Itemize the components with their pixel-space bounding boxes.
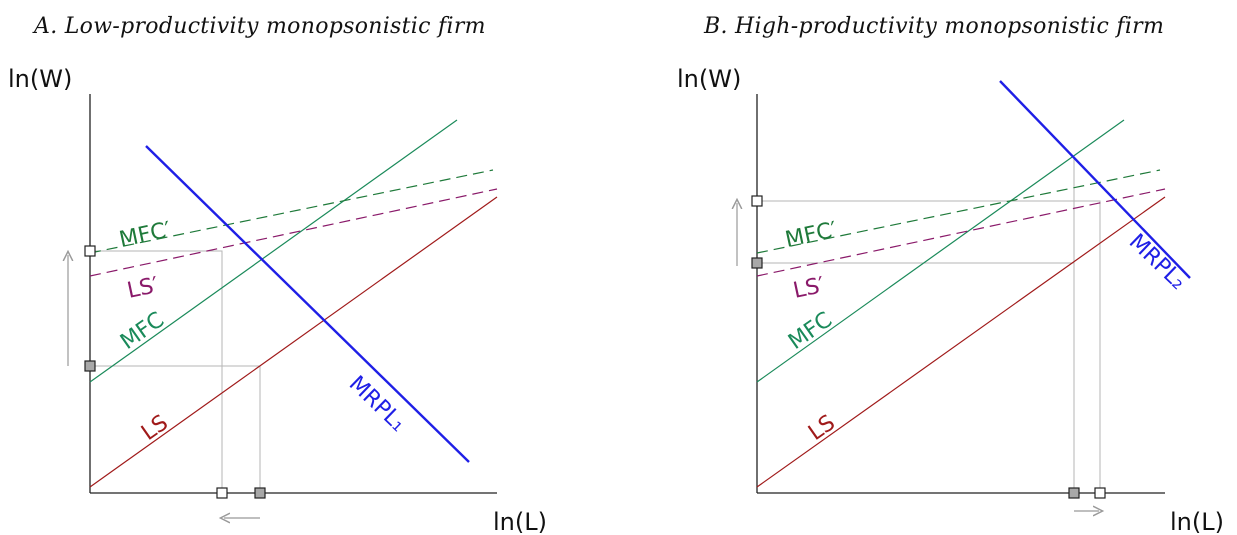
panel-b-ls-label: LS [804, 410, 840, 446]
panel-b-wage-marker-new [751, 195, 763, 207]
panel-b-guide-prime [757, 200, 1101, 493]
panel-b-mfc-curve [756, 119, 1125, 383]
panel-b-ls-prime-curve [756, 188, 1166, 277]
panel-a-y-axis-label: ln(W) [8, 65, 72, 93]
panel-a-title: A. Low-productivity monopsonistic firm [34, 14, 486, 39]
panel-b-title: B. High-productivity monopsonistic firm [704, 14, 1165, 39]
panel-a-ls-curve [89, 196, 498, 488]
panel-a-mfc-curve [89, 119, 458, 383]
panel-a-emp-marker-old [254, 487, 266, 499]
panel-a-wage-marker-new [84, 245, 96, 257]
panel-a-guide-prime [90, 250, 223, 493]
panel-a-ls-prime-label: LS′ [125, 273, 161, 304]
panel-a-mrpl-curve [145, 145, 470, 463]
panel-a-ls-prime-curve [89, 188, 498, 277]
panel-a-mrpl-label: MRPL₁ [344, 371, 411, 437]
panel-b-mfc-label: MFC [784, 307, 837, 354]
panel-b-ls-curve [756, 196, 1166, 488]
panel-a-emp-marker-new [216, 487, 228, 499]
panel-a-mfc-label: MFC [116, 307, 169, 354]
panel-b-y-axis-label: ln(W) [677, 65, 741, 93]
panel-a-mfc-prime-label: MFC′ [117, 218, 173, 253]
panel-b-mrpl-curve [999, 80, 1191, 279]
panel-b-emp-marker-new [1094, 487, 1106, 499]
panel-b-x-axis-label: ln(L) [1170, 508, 1224, 535]
panel-b-mfc-prime-curve [756, 169, 1161, 254]
panel-a-x-axis-label: ln(L) [493, 508, 547, 535]
panel-b-ls-prime-label: LS′ [791, 273, 827, 304]
panel-a: ln(W) ln(L) MFC′ LS′ MFC LS MRPL₁ [8, 65, 547, 535]
panel-a-guide-orig [90, 365, 261, 493]
panel-b-wage-marker-old [751, 257, 763, 269]
panel-a-guides [90, 250, 261, 493]
panel-a-mfc-prime-curve [89, 169, 494, 254]
panel-b-emp-marker-old [1068, 487, 1080, 499]
panel-a-wage-marker-old [84, 360, 96, 372]
panel-b-mrpl-label: MRPL₂ [1124, 229, 1191, 295]
panel-b-guides [757, 156, 1101, 493]
panel-b: ln(W) ln(L) MFC′ LS′ MFC LS MRPL₂ [677, 65, 1224, 535]
panel-b-mfc-prime-label: MFC′ [783, 218, 839, 253]
panel-a-ls-label: LS [137, 410, 173, 446]
